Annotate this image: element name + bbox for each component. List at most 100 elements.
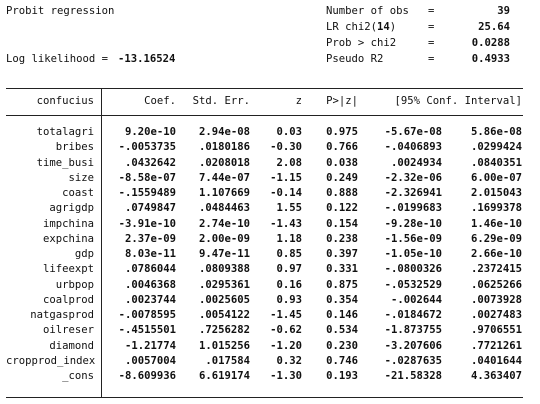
variable-name: impchina xyxy=(42,217,94,230)
coef-value: -8.609936 xyxy=(118,370,176,382)
stderr-value: .0180186 xyxy=(198,141,250,154)
variable-name: cropprod_index xyxy=(6,354,96,367)
ci-lower-value: -.0532529 xyxy=(384,278,442,291)
coef-value: -.0053735 xyxy=(118,141,176,154)
ci-lower-value: -2.32e-06 xyxy=(384,171,442,184)
z-value: 0.16 xyxy=(276,278,302,291)
ci-lower-value: -3.207606 xyxy=(384,339,442,352)
stat-value-pseudor2: 0.4933 xyxy=(471,53,510,65)
variable-name: time_busi xyxy=(36,156,94,169)
ci-upper-value: .0073928 xyxy=(470,293,522,306)
ci-upper-value: .0027483 xyxy=(470,309,522,321)
stderr-value: .0054122 xyxy=(198,309,250,321)
ci-upper-value: .0401644 xyxy=(470,354,522,367)
ci-upper-value: 4.363407 xyxy=(470,370,522,382)
p-value: 0.038 xyxy=(326,156,358,169)
z-value: 1.55 xyxy=(276,202,302,215)
z-value: 0.97 xyxy=(276,263,302,276)
coef-value: -.1559489 xyxy=(118,187,176,199)
variable-name: lifeexpt xyxy=(42,263,94,276)
p-value: 0.249 xyxy=(326,171,358,184)
ci-lower-value: -.0287635 xyxy=(384,354,442,367)
table-header-rule xyxy=(6,115,523,116)
table-separator xyxy=(101,88,102,398)
table-row: agrigdp .0749847 .0484463 1.55 0.122 -.019968… xyxy=(0,201,540,216)
ci-lower-value: -1.05e-10 xyxy=(384,248,442,260)
stderr-value: .0208018 xyxy=(198,156,250,169)
table-row: urbpop .0046368 .0295361 0.16 0.875 -.0532529… xyxy=(0,278,540,293)
z-value: -0.30 xyxy=(270,141,302,154)
p-value: 0.975 xyxy=(326,126,358,138)
coef-value: .0786044 xyxy=(124,263,176,276)
stderr-value: 9.47e-11 xyxy=(198,248,250,260)
z-value: -1.45 xyxy=(270,309,302,321)
depvar-header: confucius xyxy=(36,95,94,107)
ci-lower-value: -.002644 xyxy=(390,293,442,306)
stderr-value: 6.619174 xyxy=(198,370,250,382)
p-value: 0.230 xyxy=(326,339,358,352)
variable-name: _cons xyxy=(62,370,94,382)
variable-name: oilreser xyxy=(42,324,94,337)
p-value: 0.766 xyxy=(326,141,358,154)
stderr-value: 2.94e-08 xyxy=(198,126,250,138)
ci-lower-value: -1.873755 xyxy=(384,324,442,337)
col-header-pvalue: P>|z| xyxy=(326,95,358,107)
ci-upper-value: .1699378 xyxy=(470,202,522,215)
ci-lower-value: -.0800326 xyxy=(384,263,442,276)
log-likelihood-value: -13.16524 xyxy=(118,53,176,65)
ci-upper-value: 6.00e-07 xyxy=(470,171,522,184)
stderr-value: 1.107669 xyxy=(198,187,250,199)
ci-upper-value: 2.015043 xyxy=(470,187,522,199)
ci-upper-value: 5.86e-08 xyxy=(470,126,522,138)
z-value: -1.43 xyxy=(270,217,302,230)
coef-value: 2.37e-09 xyxy=(124,232,176,245)
p-value: 0.146 xyxy=(326,309,358,321)
stderr-value: .7256282 xyxy=(198,324,250,337)
z-value: -0.14 xyxy=(270,187,302,199)
table-row: gdp 8.03e-11 9.47e-11 0.85 0.397 -1.05e-10 2.6… xyxy=(0,247,540,262)
stderr-value: 1.015256 xyxy=(198,339,250,352)
variable-name: coast xyxy=(62,187,94,199)
col-header-stderr: Std. Err. xyxy=(192,95,250,107)
variable-name: expchina xyxy=(42,232,94,245)
z-value: -1.15 xyxy=(270,171,302,184)
coef-value: .0046368 xyxy=(124,278,176,291)
stat-eq-lrchi2: = xyxy=(428,21,435,33)
p-value: 0.888 xyxy=(326,187,358,199)
ci-upper-value: 6.29e-09 xyxy=(470,232,522,245)
z-value: -1.20 xyxy=(270,339,302,352)
variable-name: totalagri xyxy=(36,126,94,138)
ci-upper-value: .0840351 xyxy=(470,156,522,169)
coef-value: -1.21774 xyxy=(124,339,176,352)
table-row: expchina 2.37e-09 2.00e-09 1.18 0.238 -1.56e-… xyxy=(0,232,540,247)
ci-lower-value: -21.58328 xyxy=(384,370,442,382)
stat-eq-pseudor2: = xyxy=(428,53,435,65)
p-value: 0.354 xyxy=(326,293,358,306)
p-value: 0.193 xyxy=(326,370,358,382)
stderr-value: .0484463 xyxy=(198,202,250,215)
table-row: natgasprod -.0078595 .0054122 -1.45 0.146 -.0… xyxy=(0,308,540,323)
p-value: 0.154 xyxy=(326,217,358,230)
table-row: totalagri 9.20e-10 2.94e-08 0.03 0.975 -5.67e… xyxy=(0,125,540,140)
p-value: 0.875 xyxy=(326,278,358,291)
table-row: impchina -3.91e-10 2.74e-10 -1.43 0.154 -9.28… xyxy=(0,217,540,232)
log-likelihood-label: Log likelihood = xyxy=(6,53,109,65)
stderr-value: 2.00e-09 xyxy=(198,232,250,245)
ci-upper-value: 2.66e-10 xyxy=(470,248,522,260)
ci-upper-value: .7721261 xyxy=(470,339,522,352)
ci-lower-value: -.0199683 xyxy=(384,202,442,215)
p-value: 0.534 xyxy=(326,324,358,337)
stderr-value: 7.44e-07 xyxy=(198,171,250,184)
col-header-conf-interval: [95% Conf. Interval] xyxy=(394,95,522,107)
coef-value: -.0078595 xyxy=(118,309,176,321)
table-row: time_busi .0432642 .0208018 2.08 0.038 .00249… xyxy=(0,156,540,171)
variable-name: urbpop xyxy=(55,278,94,291)
stat-label-prob: Prob > chi2 xyxy=(326,37,397,49)
stat-label-pseudor2: Pseudo R2 xyxy=(326,53,384,65)
variable-name: bribes xyxy=(55,141,94,154)
stat-value-prob: 0.0288 xyxy=(471,37,510,49)
ci-lower-value: -.0184672 xyxy=(384,309,442,321)
ci-upper-value: .9706551 xyxy=(470,324,522,337)
ci-upper-value: .0625266 xyxy=(470,278,522,291)
